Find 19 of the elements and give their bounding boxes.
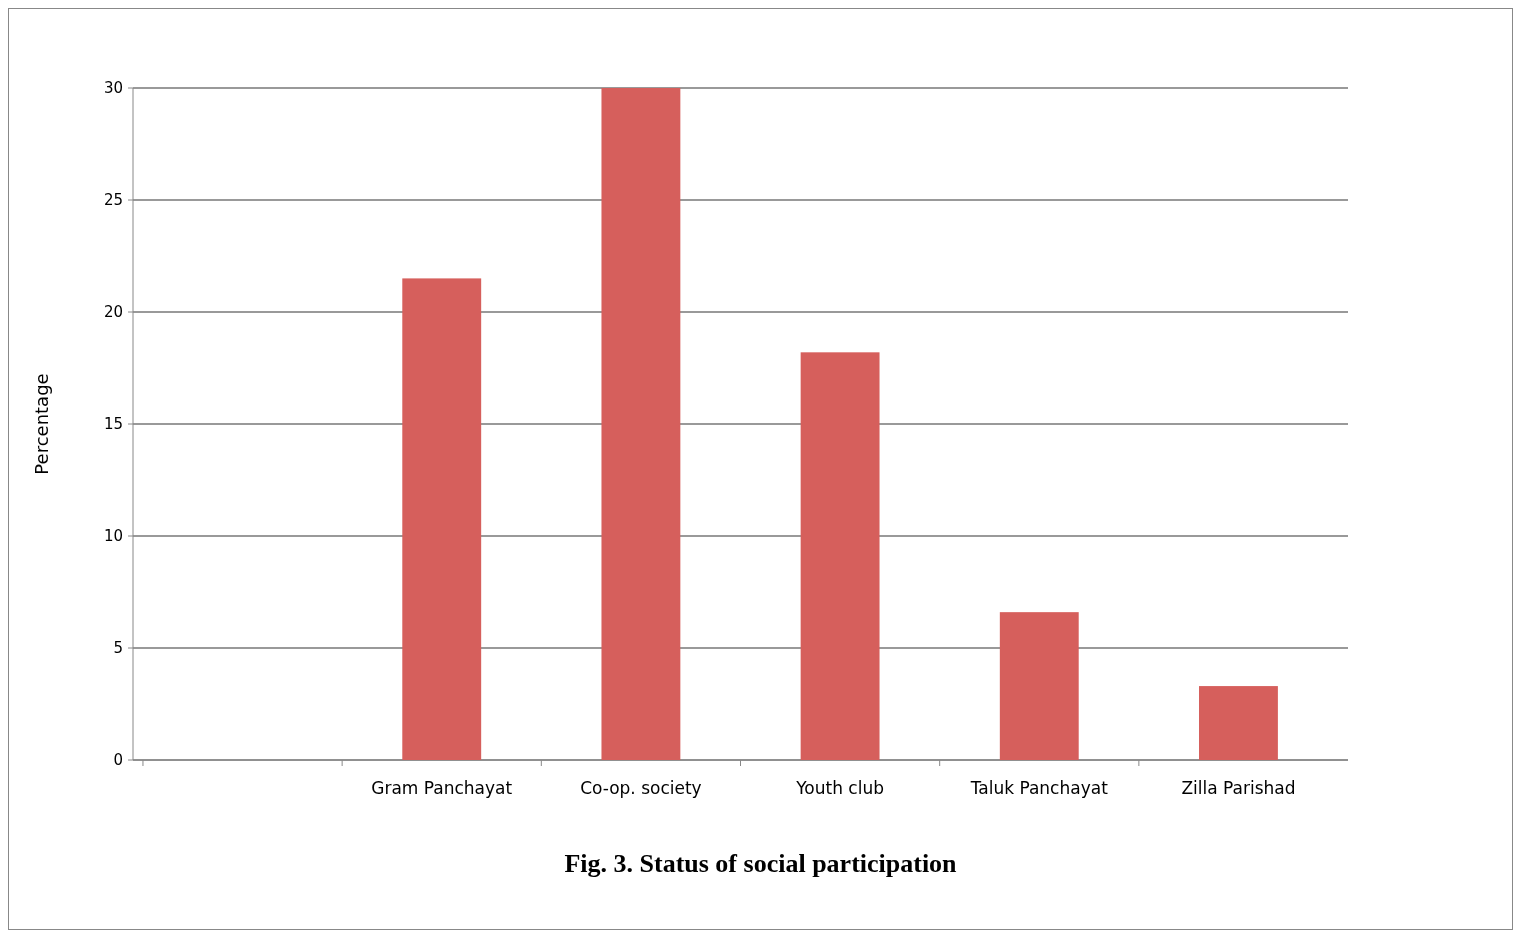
- y-tick-label: 30: [103, 79, 123, 98]
- text: Fig. 3. Status of social participation: [564, 849, 958, 878]
- y-tick-label: 20: [103, 303, 123, 322]
- x-tick-label: Zilla Parishad: [1181, 778, 1296, 798]
- bar: [999, 612, 1079, 760]
- x-tick-label: Taluk Panchayat: [969, 778, 1109, 798]
- y-tick-label: 0: [113, 751, 123, 770]
- bar: [402, 278, 482, 760]
- x-tick-label: Gram Panchayat: [371, 778, 513, 798]
- x-tick-label: Co-op. society: [580, 778, 702, 798]
- x-tick-label: Youth club: [795, 778, 884, 798]
- y-axis-title: Percentage: [31, 373, 52, 475]
- bar: [601, 88, 681, 760]
- y-tick-label: 5: [113, 639, 123, 658]
- y-tick-label: 10: [103, 527, 123, 546]
- y-tick-label: 15: [103, 415, 123, 434]
- bar: [800, 352, 880, 760]
- bar: [1199, 686, 1278, 760]
- y-tick-label: 25: [103, 191, 123, 210]
